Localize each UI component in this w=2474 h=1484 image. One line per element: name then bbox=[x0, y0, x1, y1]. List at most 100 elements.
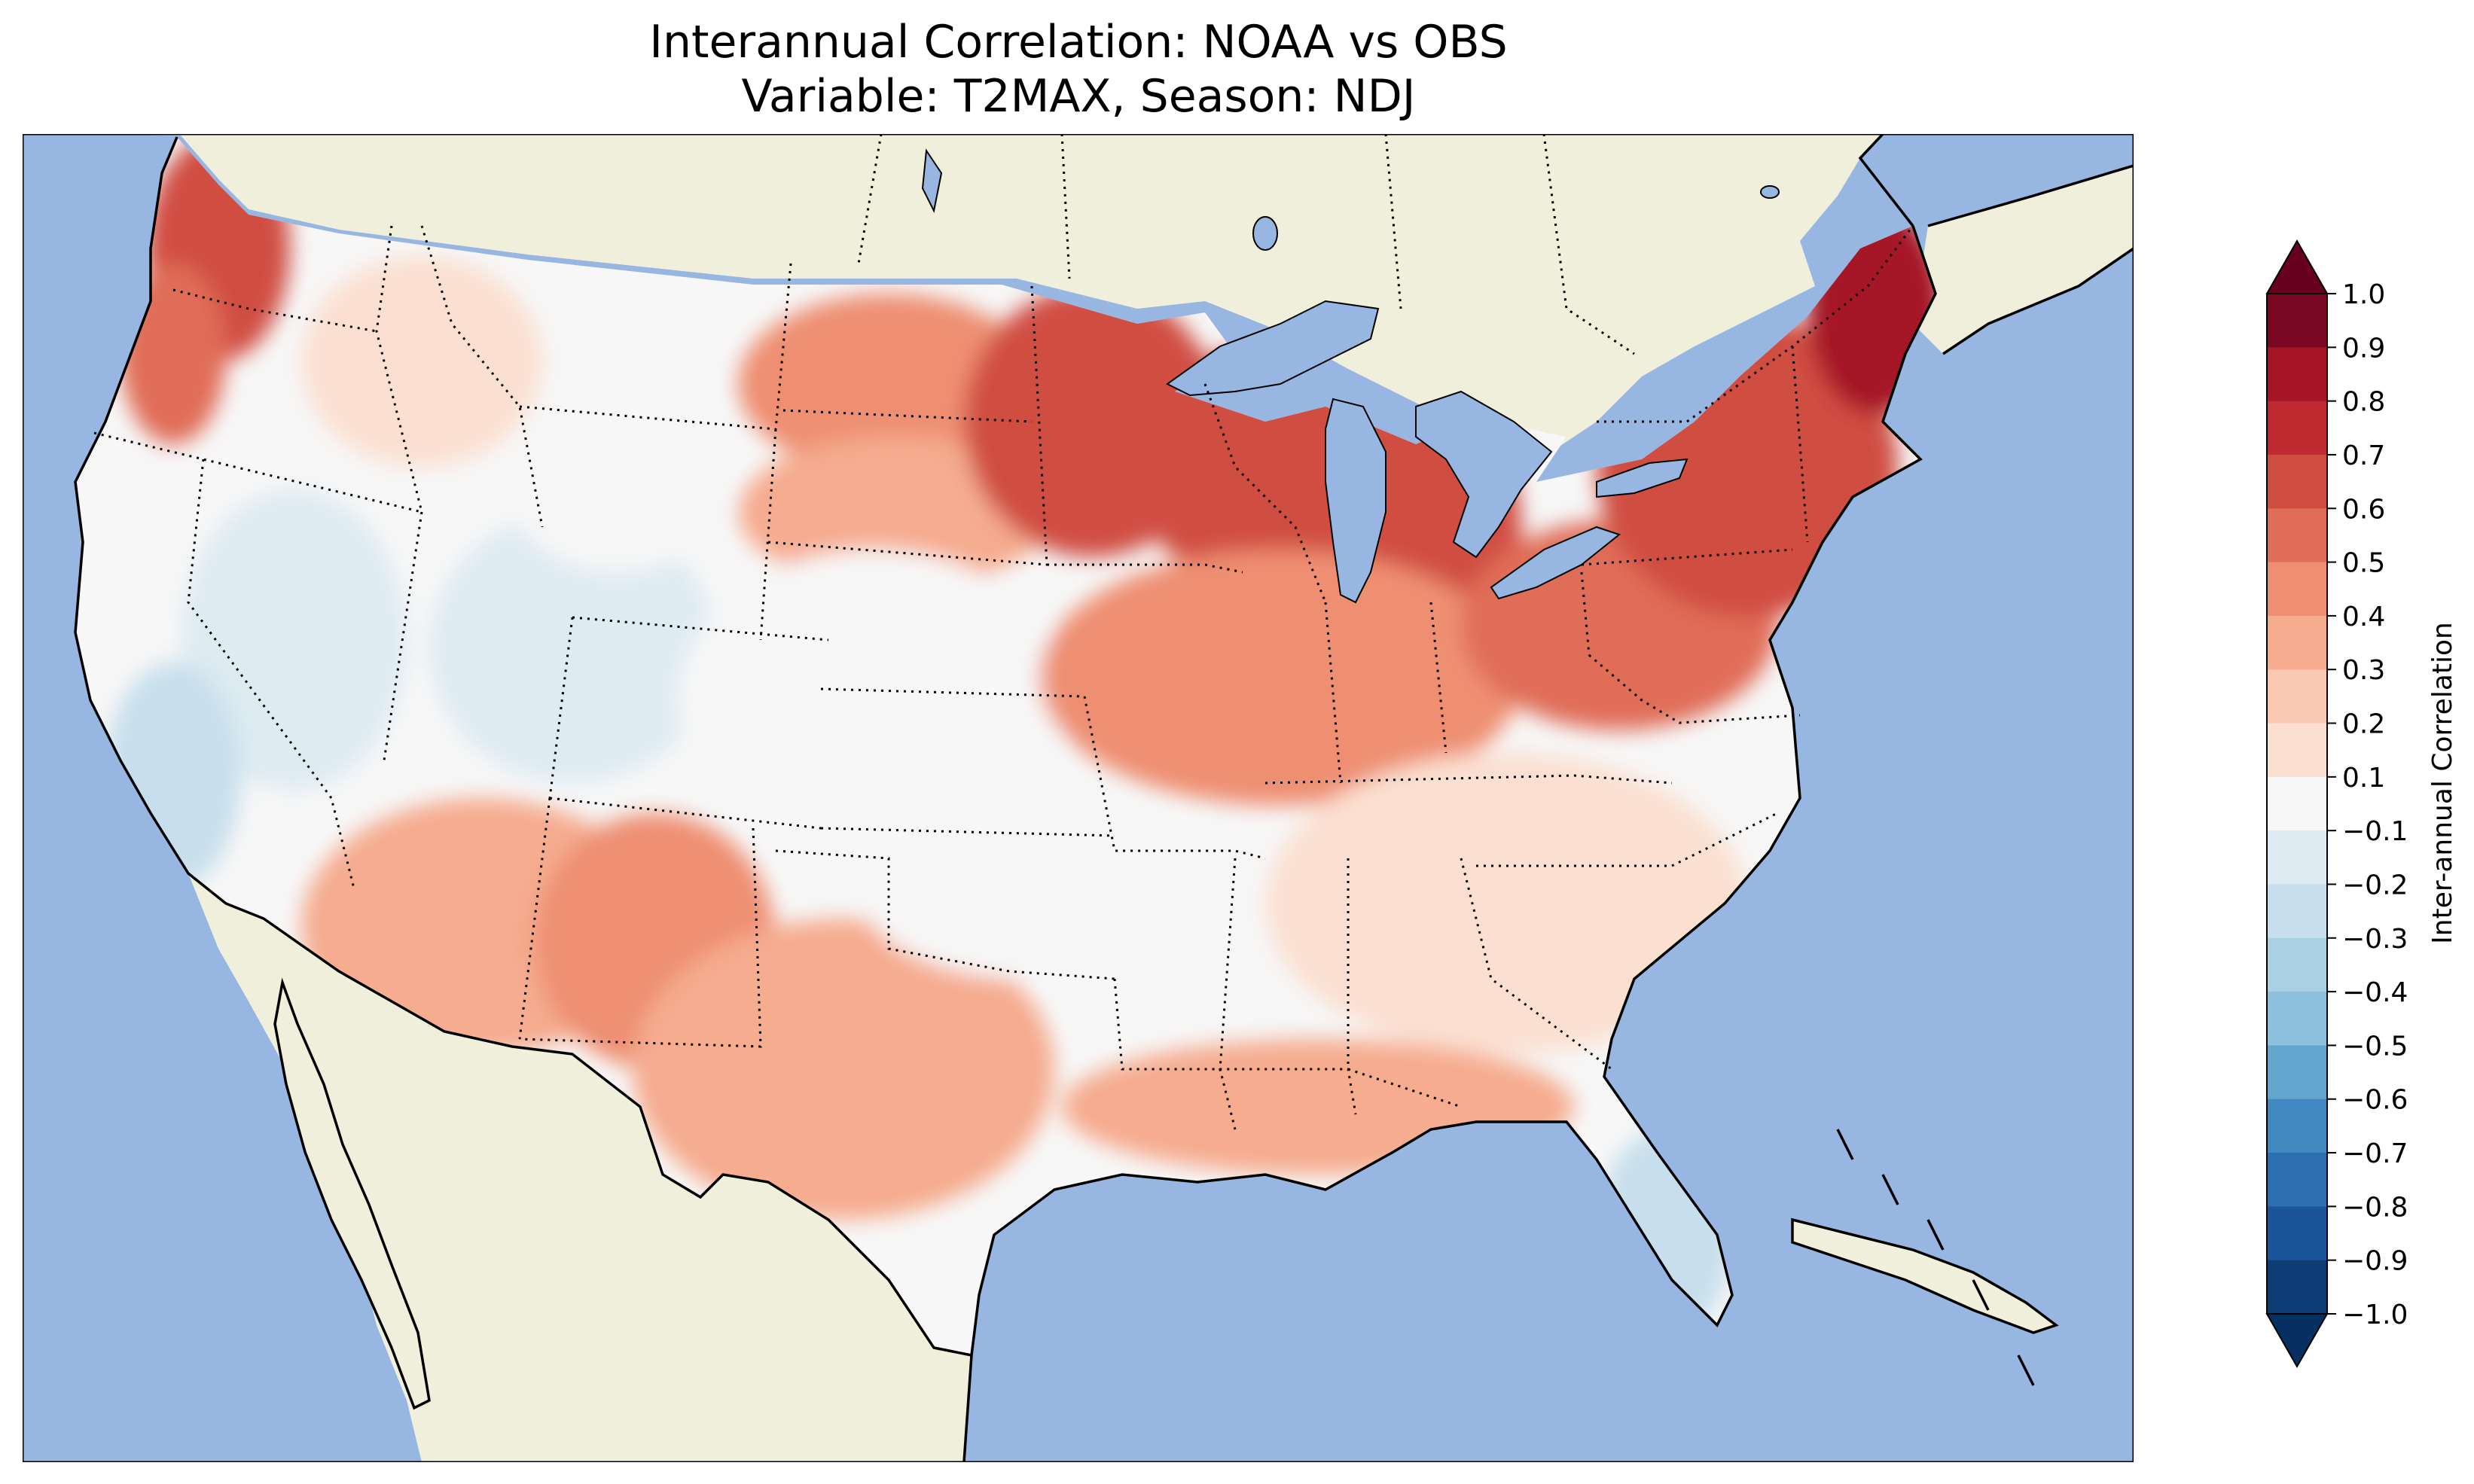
great-lakes bbox=[921, 148, 1780, 604]
colorbar-tick-label: −0.5 bbox=[2342, 1031, 2408, 1062]
border-nc-sc bbox=[1476, 812, 1778, 867]
border-oh-pa bbox=[1580, 571, 1591, 656]
lake-ontario bbox=[1596, 458, 1688, 498]
border-ia bbox=[1047, 563, 1243, 574]
colorbar-segment bbox=[2267, 294, 2327, 348]
field-region bbox=[301, 256, 542, 467]
lake-michigan bbox=[1325, 398, 1386, 604]
colorbar-tick-label: −0.3 bbox=[2342, 924, 2408, 955]
lake-small bbox=[1760, 185, 1780, 199]
border-ut-co bbox=[548, 617, 574, 799]
border-ny-ne bbox=[1791, 346, 1809, 543]
field-region bbox=[1265, 753, 1747, 1054]
border-wy-east bbox=[759, 428, 777, 641]
field-region bbox=[859, 798, 1190, 979]
colorbar-tick-label: −1.0 bbox=[2342, 1300, 2408, 1330]
canada-land bbox=[23, 134, 1883, 467]
colorbar-segment bbox=[2267, 1206, 2327, 1261]
colorbar-tick-label: −0.8 bbox=[2342, 1192, 2408, 1223]
border-ok-tx bbox=[775, 849, 1115, 980]
colorbar-segment bbox=[2267, 1260, 2327, 1315]
colorbar-segment bbox=[2267, 1045, 2327, 1100]
border-in-oh bbox=[1429, 602, 1447, 754]
colorbar-tick-label: −0.4 bbox=[2342, 977, 2408, 1008]
border-wy-south bbox=[572, 616, 829, 641]
border-az-nm bbox=[518, 797, 551, 1040]
mexico-gulf-coastline bbox=[962, 1354, 973, 1462]
colorbar-segment bbox=[2267, 992, 2327, 1046]
state-borders bbox=[93, 134, 1914, 1130]
field-region bbox=[738, 294, 1039, 474]
colorbar-segment bbox=[2267, 454, 2327, 509]
colorbar-segment bbox=[2267, 401, 2327, 456]
border-ar-la bbox=[1113, 978, 1237, 1130]
lake-nipigon bbox=[1252, 216, 1278, 251]
border-mt-dakota bbox=[774, 263, 792, 430]
colorbar-frame bbox=[2266, 293, 2328, 1315]
border-tn-ky bbox=[1264, 774, 1673, 785]
border-nm-tx bbox=[519, 827, 762, 1048]
lake-winnipeg-area bbox=[921, 148, 943, 214]
lake-huron bbox=[1415, 390, 1553, 559]
colorbar-tick-label: 0.5 bbox=[2342, 548, 2385, 579]
border-mn-east bbox=[1030, 285, 1048, 565]
baja-land bbox=[275, 983, 429, 1408]
map-panel bbox=[23, 134, 2134, 1462]
field-region bbox=[678, 550, 1069, 851]
baja-coastline bbox=[273, 977, 431, 1410]
border-canada-us-east bbox=[1597, 225, 1914, 423]
bahamas-coastline bbox=[1836, 1129, 2035, 1386]
border-va-wv bbox=[1588, 654, 1801, 724]
colorbar-tick-label: 0.7 bbox=[2342, 440, 2385, 471]
colorbar-segment bbox=[2267, 1153, 2327, 1207]
border-al-ga bbox=[1347, 858, 1462, 1108]
colorbar-extend-max bbox=[2265, 239, 2329, 294]
colorbar-segment bbox=[2267, 508, 2327, 563]
chart-title-line-2: Variable: T2MAX, Season: NDJ bbox=[742, 70, 1416, 123]
border-pa-ny bbox=[1581, 548, 1793, 566]
lake-erie bbox=[1490, 526, 1621, 600]
colorbar-segment bbox=[2267, 776, 2327, 831]
colorbar-segment bbox=[2267, 830, 2327, 885]
border-id-west bbox=[375, 225, 423, 513]
colorbar-tick-label: 0.1 bbox=[2342, 763, 2385, 794]
colorbar-label: Inter-annual Correlation bbox=[2427, 622, 2458, 944]
colorbar-segment bbox=[2267, 562, 2327, 617]
colorbar-tick-label: −0.1 bbox=[2342, 816, 2408, 847]
border-co-nm bbox=[549, 797, 822, 830]
coastlines bbox=[74, 134, 2134, 1462]
colorbar-tick-label: −0.6 bbox=[2342, 1085, 2408, 1116]
colorbar-tick-label: −0.2 bbox=[2342, 870, 2408, 900]
cuba-coastline bbox=[1791, 1217, 2059, 1334]
colorbar-segment bbox=[2267, 615, 2327, 670]
colorbar-tick-label: 0.3 bbox=[2342, 655, 2385, 686]
maritime-land bbox=[1913, 166, 2134, 354]
field-region bbox=[181, 489, 407, 791]
field-region bbox=[633, 919, 1054, 1220]
border-wy-north bbox=[519, 405, 776, 431]
border-sd-ne bbox=[767, 541, 1048, 566]
colorbar-segment bbox=[2267, 1099, 2327, 1153]
lake-superior bbox=[1166, 300, 1380, 397]
us-coastline bbox=[74, 136, 1937, 1358]
colorbar-segment bbox=[2267, 669, 2327, 724]
canada-east-coastline bbox=[1858, 134, 2134, 355]
colorbar-tick-label: 1.0 bbox=[2342, 279, 2385, 310]
colorbar-tick-label: −0.7 bbox=[2342, 1138, 2408, 1169]
cuba-land bbox=[1792, 1220, 2056, 1333]
colorbar-tick-label: 0.6 bbox=[2342, 494, 2385, 525]
colorbar-segment bbox=[2267, 884, 2327, 939]
colorbar-segment bbox=[2267, 723, 2327, 778]
colorbar-tick-label: 0.2 bbox=[2342, 709, 2385, 740]
colorbar-tick-label: 0.8 bbox=[2342, 387, 2385, 418]
colorbar-extend-min bbox=[2265, 1313, 2329, 1369]
field-region bbox=[429, 512, 715, 783]
field-region bbox=[1039, 550, 1521, 806]
colorbar-tick-label: 0.9 bbox=[2342, 333, 2385, 364]
colorbar-tick-label: 0.4 bbox=[2342, 602, 2385, 632]
colorbar-segment bbox=[2267, 347, 2327, 402]
border-il-in bbox=[1324, 602, 1342, 784]
chart-title-line-1: Interannual Correlation: NOAA vs OBS bbox=[649, 16, 1507, 69]
border-ne-ks bbox=[820, 687, 1085, 698]
